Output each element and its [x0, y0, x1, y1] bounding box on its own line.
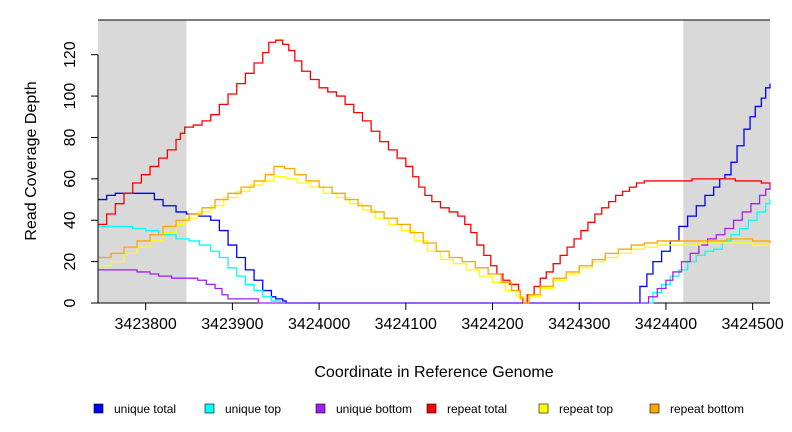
series-repeat-total: [98, 39, 771, 304]
legend-label-unique-total: unique total: [114, 402, 176, 416]
legend-swatch-unique-total: [93, 403, 104, 414]
series-repeat-bottom: [98, 165, 771, 304]
y-tick-label: 100: [62, 83, 79, 110]
y-tick-label: 0: [62, 298, 79, 307]
series-lines: [98, 39, 771, 304]
legend-swatch-repeat-total: [426, 403, 437, 414]
shaded-regions: [98, 20, 770, 303]
legend-label-unique-bottom: unique bottom: [336, 402, 412, 416]
legend-swatch-repeat-top: [538, 403, 549, 414]
legend-label-repeat-total: repeat total: [447, 402, 507, 416]
y-tick-label: 80: [62, 128, 79, 146]
legend-label-repeat-bottom: repeat bottom: [670, 402, 744, 416]
y-axis-title: Read Coverage Depth: [23, 81, 40, 240]
shaded-region-1: [98, 20, 187, 303]
x-tick-label: 3423800: [115, 316, 177, 333]
series-repeat-top: [98, 176, 770, 304]
legend-swatch-unique-bottom: [315, 403, 326, 414]
x-tick-label: 3424200: [461, 316, 523, 333]
series-unique-bottom: [98, 185, 771, 304]
legend-swatch-repeat-bottom: [649, 403, 660, 414]
y-axis: 0 20 40 60 80 100 120: [62, 41, 99, 307]
legend: unique total unique top unique bottom repea…: [93, 402, 744, 416]
legend-swatch-unique-top: [204, 403, 215, 414]
x-tick-label: 3424500: [722, 316, 784, 333]
x-tick-label: 3424400: [635, 316, 697, 333]
x-tick-label: 3424300: [548, 316, 610, 333]
x-tick-label: 3424000: [288, 316, 350, 333]
x-axis: 3423800 3423900 3424000 3424100 3424200 34243…: [115, 303, 784, 333]
y-tick-label: 120: [62, 41, 79, 68]
legend-label-unique-top: unique top: [225, 402, 281, 416]
x-tick-label: 3423900: [201, 316, 263, 333]
x-axis-title: Coordinate in Reference Genome: [314, 364, 553, 381]
y-tick-label: 60: [62, 170, 79, 188]
legend-label-repeat-top: repeat top: [559, 402, 613, 416]
y-tick-label: 20: [62, 253, 79, 271]
y-tick-label: 40: [62, 211, 79, 229]
x-tick-label: 3424100: [375, 316, 437, 333]
